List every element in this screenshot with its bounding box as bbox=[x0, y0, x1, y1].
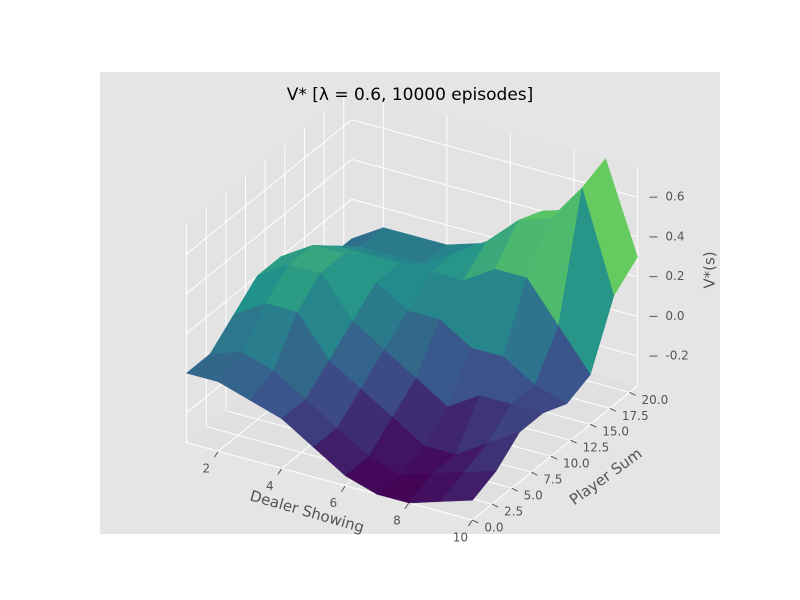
y-tick-label: 2.5 bbox=[504, 505, 523, 519]
x-tick-label: 8 bbox=[393, 513, 401, 527]
x-tick-label: 10 bbox=[453, 531, 468, 545]
y-tick bbox=[491, 503, 499, 508]
z-tick-label: 0.6 bbox=[665, 190, 684, 204]
x-tick bbox=[277, 468, 283, 475]
z-axis-label: V*(s) bbox=[701, 251, 719, 288]
y-tick-label: 17.5 bbox=[622, 409, 649, 423]
x-tick-label: 6 bbox=[330, 496, 338, 510]
y-tick-label: 15.0 bbox=[602, 425, 629, 439]
y-tick bbox=[511, 487, 518, 492]
y-tick bbox=[629, 391, 636, 396]
x-tick-label: 4 bbox=[266, 479, 274, 493]
y-tick-label: 20.0 bbox=[642, 393, 669, 407]
x-tick bbox=[213, 450, 219, 458]
y-tick bbox=[472, 519, 479, 524]
z-tick-label: 0.4 bbox=[665, 229, 684, 243]
grid-line bbox=[186, 442, 473, 521]
z-tick-label: 0.2 bbox=[665, 269, 684, 283]
y-tick-label: 7.5 bbox=[543, 473, 562, 487]
z-tick-label: 0.0 bbox=[665, 309, 684, 323]
y-tick bbox=[550, 455, 558, 460]
x-tick-label: 2 bbox=[203, 462, 211, 476]
surface-patch bbox=[439, 470, 497, 502]
y-tick bbox=[570, 439, 577, 444]
y-tick-label: 12.5 bbox=[583, 441, 610, 455]
z-tick-label: -0.2 bbox=[665, 349, 688, 363]
y-tick-label: 0.0 bbox=[484, 521, 503, 535]
y-tick bbox=[609, 407, 617, 412]
y-tick bbox=[531, 471, 538, 476]
y-tick bbox=[590, 423, 597, 428]
y-tick-label: 10.0 bbox=[563, 457, 590, 471]
chart-title: V* [λ = 0.6, 10000 episodes] bbox=[287, 85, 534, 105]
grid-line bbox=[186, 159, 352, 295]
x-tick bbox=[404, 502, 410, 510]
x-tick bbox=[340, 485, 346, 492]
x-tick bbox=[467, 519, 473, 527]
y-tick-label: 5.0 bbox=[524, 489, 543, 503]
scene: 2468100.02.55.07.510.012.515.017.520.0-0… bbox=[185, 89, 689, 545]
grid-line bbox=[186, 119, 352, 255]
